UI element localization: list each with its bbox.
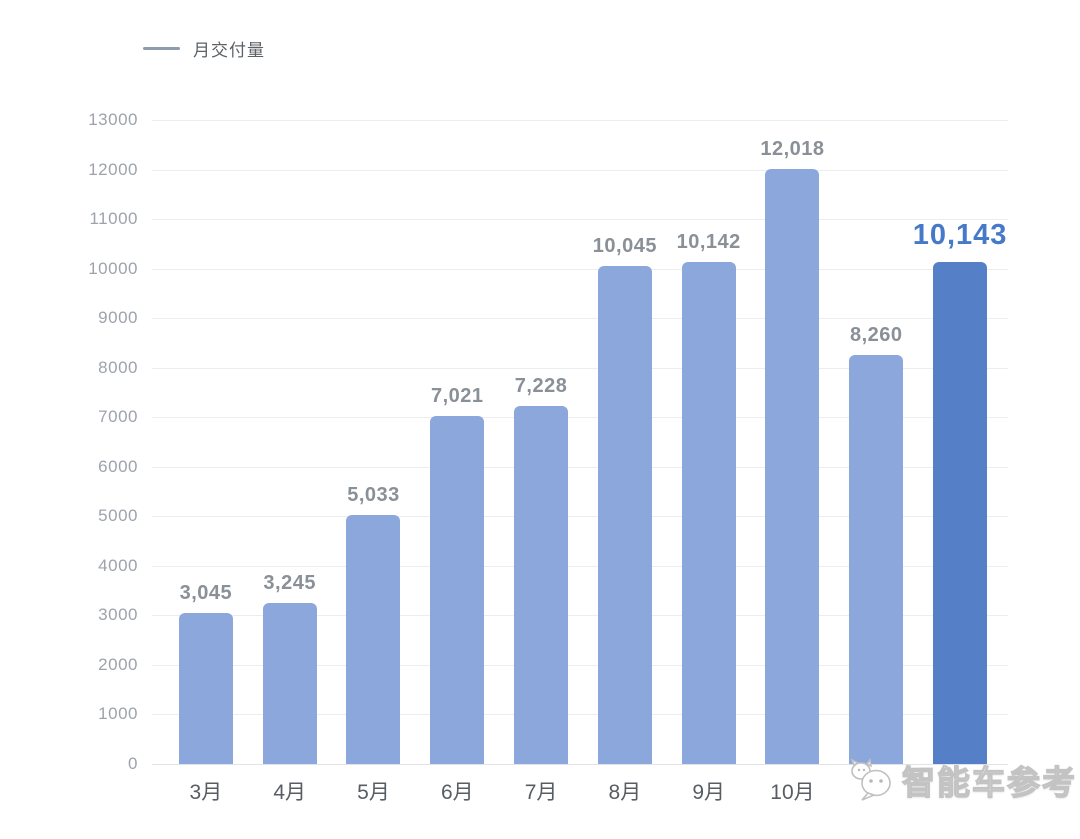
bar <box>681 261 736 764</box>
x-tick-label: 4月 <box>273 781 307 804</box>
gridline <box>152 367 1008 369</box>
gridline <box>152 714 1008 716</box>
legend-line-marker <box>143 47 180 50</box>
bar-series: 3,045 3月 3,245 4月 5,033 5月 7,021 6月 7,228 7月 10,04… <box>164 120 1006 804</box>
y-tick-label: 13000 <box>88 110 138 129</box>
x-tick-label: 5月 <box>357 781 390 804</box>
bar <box>765 168 820 764</box>
y-tick-label: 10000 <box>88 258 138 278</box>
x-tick-label: 10月 <box>770 781 815 804</box>
bar-value-label: 12,018 <box>760 137 825 160</box>
x-tick-label: 7月 <box>524 781 558 804</box>
bar-value-label: 7,228 <box>514 374 568 397</box>
x-tick-label: 9月 <box>692 781 726 804</box>
bar-slot: 5,033 5月 <box>332 120 416 804</box>
y-tick-label: 3000 <box>98 605 138 625</box>
bar <box>597 266 652 764</box>
y-tick-label: 1000 <box>98 704 138 724</box>
bar <box>849 354 904 764</box>
y-tick-label: 8000 <box>98 357 138 377</box>
y-tick-label: 2000 <box>98 654 138 674</box>
bar-slot: 7,228 7月 <box>499 120 583 804</box>
bar-slot: 12,018 10月 <box>751 120 835 804</box>
y-tick-label: 9000 <box>98 308 138 328</box>
gridline <box>152 318 1008 320</box>
bar-value-label: 10,142 <box>676 230 741 253</box>
y-tick-label: 4000 <box>98 555 138 575</box>
gridline <box>152 268 1008 270</box>
bar-slot: 10,142 9月 <box>667 120 751 804</box>
mascot-face-icon <box>850 758 891 801</box>
gridline <box>152 169 1008 171</box>
bar <box>178 613 233 764</box>
y-axis: 0 1000 2000 3000 4000 5000 6000 7000 8000 9000 100… <box>0 110 138 773</box>
bar-value-label: 8,260 <box>849 323 903 346</box>
bar-value-label: 10,045 <box>592 235 657 258</box>
bar-slot: 7,021 6月 <box>415 120 499 804</box>
bar-value-label: 10,143 <box>912 218 1008 251</box>
bar-highlighted <box>933 261 988 764</box>
y-tick-label: 11000 <box>89 209 138 229</box>
bar <box>346 514 401 764</box>
gridline <box>152 466 1008 468</box>
y-tick-label: 5000 <box>98 506 138 526</box>
y-tick-label: 12000 <box>88 159 138 179</box>
plot-area: 3,045 3月 3,245 4月 5,033 5月 7,021 6月 7,228 7月 10,04… <box>152 120 1008 804</box>
bar-value-label: 5,033 <box>347 483 400 506</box>
bar-slot: 8,260 <box>834 120 918 764</box>
y-tick-label: 0 <box>128 754 138 773</box>
bar-slot: 10,045 8月 <box>583 120 667 804</box>
gridline <box>152 565 1008 567</box>
bar <box>514 405 569 764</box>
legend: 月交付量 <box>143 36 265 61</box>
bar <box>262 603 317 764</box>
gridline <box>152 516 1008 518</box>
x-tick-label: 3月 <box>189 781 223 804</box>
bar-value-label: 3,045 <box>179 582 233 605</box>
bar-value-label: 7,021 <box>431 385 484 408</box>
watermark-text: 智能车参考 <box>901 763 1077 801</box>
gridline <box>152 417 1008 419</box>
y-tick-label: 6000 <box>98 456 138 476</box>
bar-slot: 10,143 <box>913 120 1006 764</box>
x-tick-label: 6月 <box>440 781 474 804</box>
bar-slot: 3,045 3月 <box>164 120 248 804</box>
y-tick-label: 7000 <box>98 407 138 427</box>
bar-slot: 3,245 4月 <box>248 120 332 804</box>
watermark: 智能车参考 <box>848 755 1077 805</box>
gridline <box>152 120 1008 121</box>
gridline <box>152 219 1008 221</box>
gridline <box>152 664 1008 666</box>
gridline <box>152 764 1008 765</box>
legend-label: 月交付量 <box>193 41 265 60</box>
x-tick-label: 8月 <box>608 781 642 804</box>
bar-value-label: 3,245 <box>263 572 316 595</box>
gridline <box>152 615 1008 617</box>
bar <box>430 416 485 764</box>
